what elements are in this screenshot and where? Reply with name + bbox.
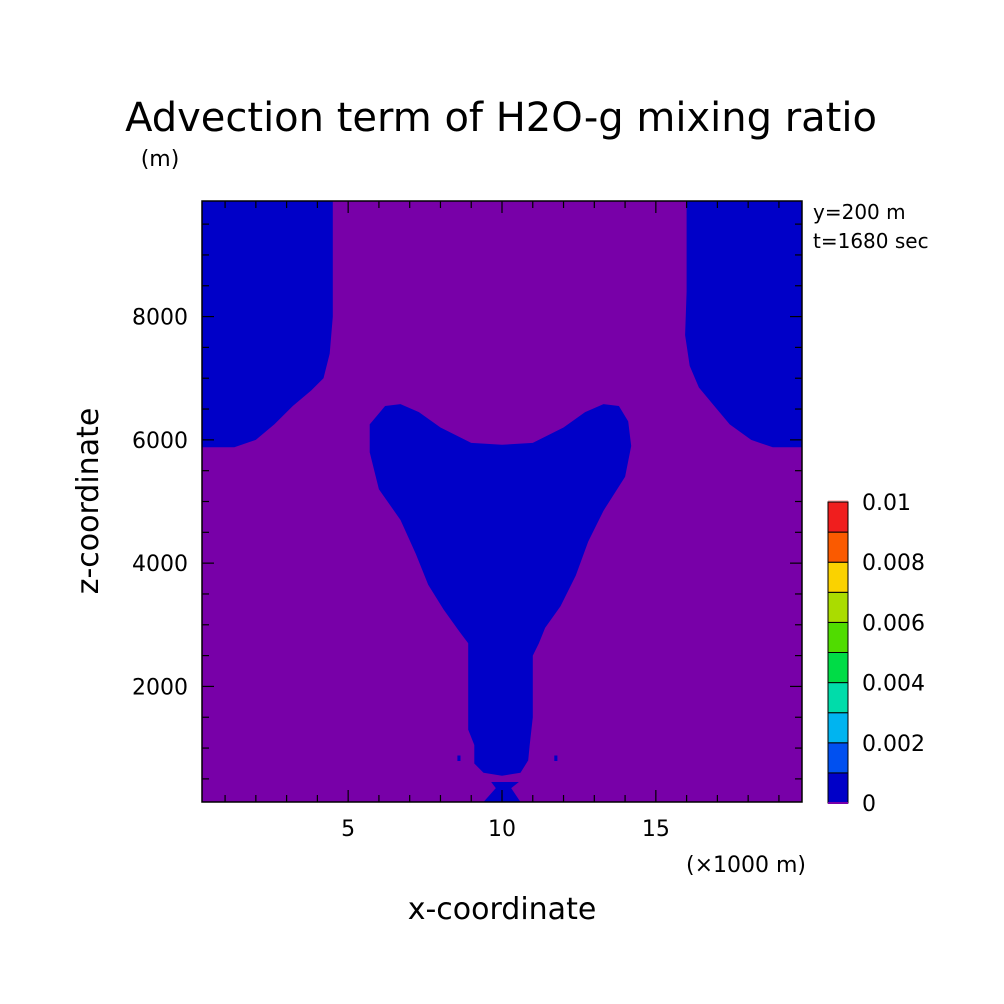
x-tick-label: 5 <box>341 817 355 842</box>
colorbar-segment <box>827 531 849 563</box>
y-tick-label: 2000 <box>132 675 188 700</box>
colorbar-tick-label: 0.002 <box>862 732 925 757</box>
colorbar-bottom-cap <box>828 802 848 804</box>
central-plume-region <box>369 404 632 776</box>
colorbar-segment <box>827 712 849 744</box>
x-axis-label: x-coordinate <box>408 892 597 927</box>
annotation-y-position: y=200 m <box>813 200 906 224</box>
colorbar-segment <box>827 501 849 533</box>
colorbar-tick-label: 0.008 <box>862 551 925 576</box>
x-tick-label: 15 <box>642 817 670 842</box>
upper-left-region <box>202 201 333 448</box>
upper-right-region <box>685 201 802 448</box>
colorbar-tick-label: 0.004 <box>862 672 925 697</box>
y-unit-label: (m) <box>141 147 180 172</box>
y-axis-label: z-coordinate <box>71 408 106 595</box>
y-tick-label: 4000 <box>132 552 188 577</box>
chart-title: Advection term of H2O-g mixing ratio <box>125 95 877 141</box>
y-axis-ticks: 2000 4000 6000 8000 <box>132 223 802 780</box>
annotation-time: t=1680 sec <box>813 229 929 253</box>
plot-area: 5 10 15 2000 4000 6000 8000 <box>132 200 803 842</box>
colorbar-segment <box>827 591 849 623</box>
y-tick-label: 8000 <box>132 306 188 331</box>
x-axis-ticks: 5 10 15 <box>224 201 780 842</box>
colorbar-segment <box>827 772 849 804</box>
colorbar: 0 0.002 0.004 0.006 0.008 0.01 <box>827 491 925 817</box>
colorbar-segment <box>827 682 849 714</box>
right-speck-region <box>554 755 558 761</box>
colorbar-segment <box>827 561 849 593</box>
colorbar-segment <box>827 652 849 684</box>
colorbar-segment <box>827 742 849 774</box>
left-speck-region <box>457 755 461 761</box>
colorbar-tick-label: 0 <box>862 792 876 817</box>
x-tick-label: 10 <box>488 817 516 842</box>
contour-regions <box>202 201 802 802</box>
colorbar-tick-label: 0.006 <box>862 611 925 636</box>
x-unit-label: (×1000 m) <box>686 853 806 878</box>
colorbar-tick-label: 0.01 <box>862 491 911 516</box>
y-tick-label: 6000 <box>132 429 188 454</box>
colorbar-segment <box>827 621 849 654</box>
